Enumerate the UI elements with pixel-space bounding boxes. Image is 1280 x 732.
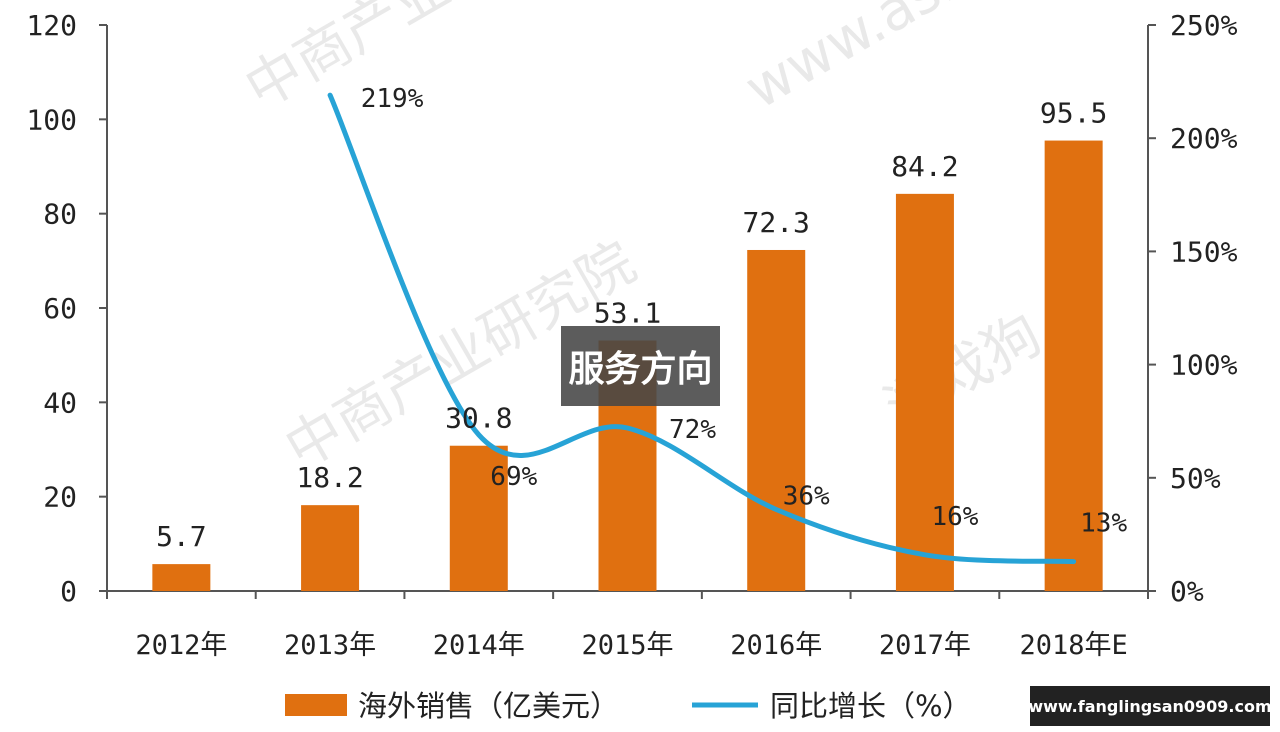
bar-data-label: 84.2 — [891, 150, 958, 183]
right-tick-label: 250% — [1170, 9, 1238, 42]
legend-label-line: 同比增长（%） — [770, 689, 972, 723]
bar-data-label: 53.1 — [594, 297, 661, 330]
bar — [301, 505, 360, 591]
bar-data-label: 18.2 — [296, 461, 363, 494]
bar — [152, 564, 211, 591]
x-tick-label: 2016年 — [730, 630, 822, 661]
line-data-label: 13% — [1080, 509, 1127, 539]
bars — [152, 140, 1103, 592]
left-tick-label: 0 — [60, 575, 77, 608]
bar — [895, 193, 954, 591]
left-tick-label: 120 — [26, 9, 77, 42]
line-layer — [327, 92, 1077, 565]
legend: 海外销售（亿美元） 同比增长（%） — [285, 689, 972, 723]
line-data-label: 69% — [490, 462, 537, 492]
right-tick-label: 200% — [1170, 122, 1238, 155]
x-tick-label: 2018年E — [1020, 630, 1128, 661]
bar-data-label: 5.7 — [156, 520, 207, 553]
left-tick-label: 80 — [43, 198, 77, 231]
right-tick-label: 0% — [1170, 575, 1204, 608]
bar — [1044, 140, 1103, 591]
line-data-label: 72% — [669, 415, 716, 445]
right-tick-label: 100% — [1170, 349, 1238, 382]
bar-data-label: 95.5 — [1040, 97, 1107, 130]
line-data-label: 36% — [783, 481, 830, 511]
left-tick-label: 20 — [43, 481, 77, 514]
bar-data-label: 30.8 — [445, 402, 512, 435]
x-tick-label: 2014年 — [433, 630, 525, 661]
growth-line — [327, 92, 1077, 565]
x-tick-label: 2015年 — [581, 630, 673, 661]
right-tick-label: 150% — [1170, 235, 1238, 268]
labels: 5.7 18.2 30.8 53.1 72.3 84.2 95.5 219% 69% 72% 36%… — [156, 84, 1127, 553]
x-tick-label: 2017年 — [879, 630, 971, 661]
legend-swatch-bar — [285, 694, 347, 716]
line-data-label: 16% — [931, 502, 978, 532]
left-tick-label: 60 — [43, 292, 77, 325]
bar — [449, 445, 508, 591]
overlay-label: 服务方向 — [561, 326, 720, 406]
x-tick-label: 2012年 — [135, 630, 227, 661]
line-data-label: 219% — [361, 84, 424, 114]
left-tick-label: 100 — [26, 103, 77, 136]
x-tick-label: 2013年 — [284, 630, 376, 661]
left-tick-label: 40 — [43, 386, 77, 419]
axes: 0 20 40 60 80 100 120 0% 50% 100% 150% 200% 250% 2012… — [26, 9, 1237, 661]
bar — [747, 249, 806, 592]
url-badge[interactable]: www.fanglingsan0909.com — [1028, 686, 1272, 726]
legend-label-bar: 海外销售（亿美元） — [358, 689, 619, 723]
right-tick-label: 50% — [1170, 462, 1221, 495]
bar-data-label: 72.3 — [742, 206, 809, 239]
